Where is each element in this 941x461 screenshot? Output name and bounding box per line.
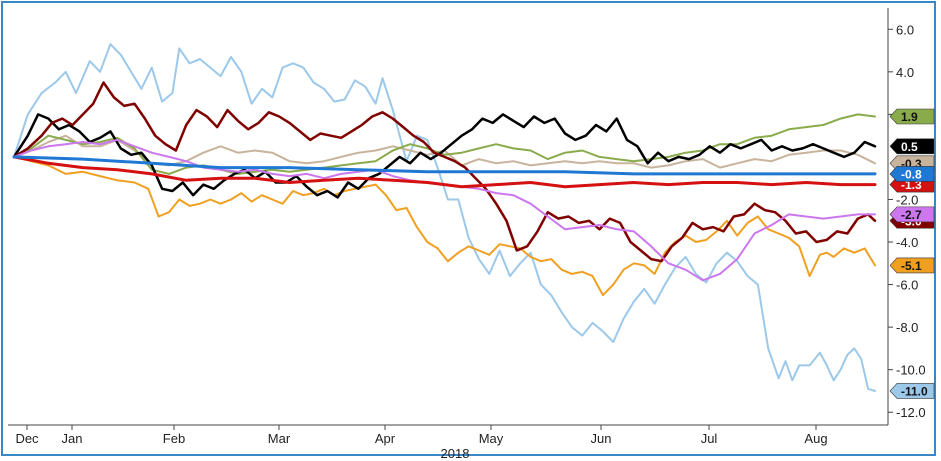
y-tick-label: -6.0 xyxy=(896,278,918,293)
x-tick-label: Aug xyxy=(804,431,827,446)
end-value-tag-label: 0.5 xyxy=(901,140,918,154)
end-value-tag: -11.0 xyxy=(889,383,935,399)
end-value-tag: -0.8 xyxy=(889,166,935,182)
series-line xyxy=(12,81,877,263)
end-value-tag-box xyxy=(889,166,935,182)
y-axis-ticks: 6.04.02.0-2.0-4.0-6.0-8.0-10.0-12.0 xyxy=(888,22,926,420)
x-tick-label: Feb xyxy=(163,431,185,446)
end-value-tag: -2.7 xyxy=(889,206,935,223)
end-value-tag-box xyxy=(889,206,935,223)
end-value-tag-label: 1.9 xyxy=(901,110,918,124)
series-line xyxy=(12,155,877,176)
end-value-tag-label: -5.1 xyxy=(901,259,922,273)
x-tick-label: Mar xyxy=(268,431,291,446)
x-axis-ticks: Dec Jan Feb Mar Apr May Jun Jul Aug xyxy=(15,425,828,446)
end-value-tag: 0.5 xyxy=(889,138,935,155)
series-line xyxy=(13,113,876,175)
x-axis-year-label: 2018 xyxy=(441,446,470,461)
x-tick-label: Jun xyxy=(591,431,612,446)
x-tick-label: Dec xyxy=(15,431,39,446)
end-value-tag-box xyxy=(889,257,935,274)
y-tick-label: -4.0 xyxy=(896,235,918,250)
series-lines xyxy=(12,43,877,392)
end-value-tag-label: -0.8 xyxy=(901,167,922,181)
y-tick-label: 6.0 xyxy=(896,22,914,37)
y-tick-label: 4.0 xyxy=(896,65,914,80)
end-value-tag-label: -2.7 xyxy=(901,208,922,222)
end-value-tag: -5.1 xyxy=(889,257,935,274)
y-tick-label: -10.0 xyxy=(896,363,926,378)
series-line xyxy=(13,43,876,392)
end-value-tag-box xyxy=(889,108,935,125)
series-line xyxy=(12,113,877,199)
end-value-tags: -11.0-5.1-0.31.90.5-3.0-2.7-1.3-0.8 xyxy=(889,108,935,399)
y-tick-label: -12.0 xyxy=(896,405,926,420)
end-value-tag-label: -11.0 xyxy=(901,384,928,398)
series-line xyxy=(13,155,876,297)
x-tick-label: Apr xyxy=(375,431,396,446)
end-value-tag: 1.9 xyxy=(889,108,935,125)
x-tick-label: Jan xyxy=(62,431,83,446)
x-tick-label: Jul xyxy=(701,431,718,446)
series-line xyxy=(12,155,877,189)
end-value-tag-box xyxy=(889,383,935,399)
x-tick-label: May xyxy=(479,431,504,446)
end-value-tag-box xyxy=(889,138,935,155)
y-tick-label: -8.0 xyxy=(896,320,918,335)
y-tick-label: -2.0 xyxy=(896,192,918,207)
